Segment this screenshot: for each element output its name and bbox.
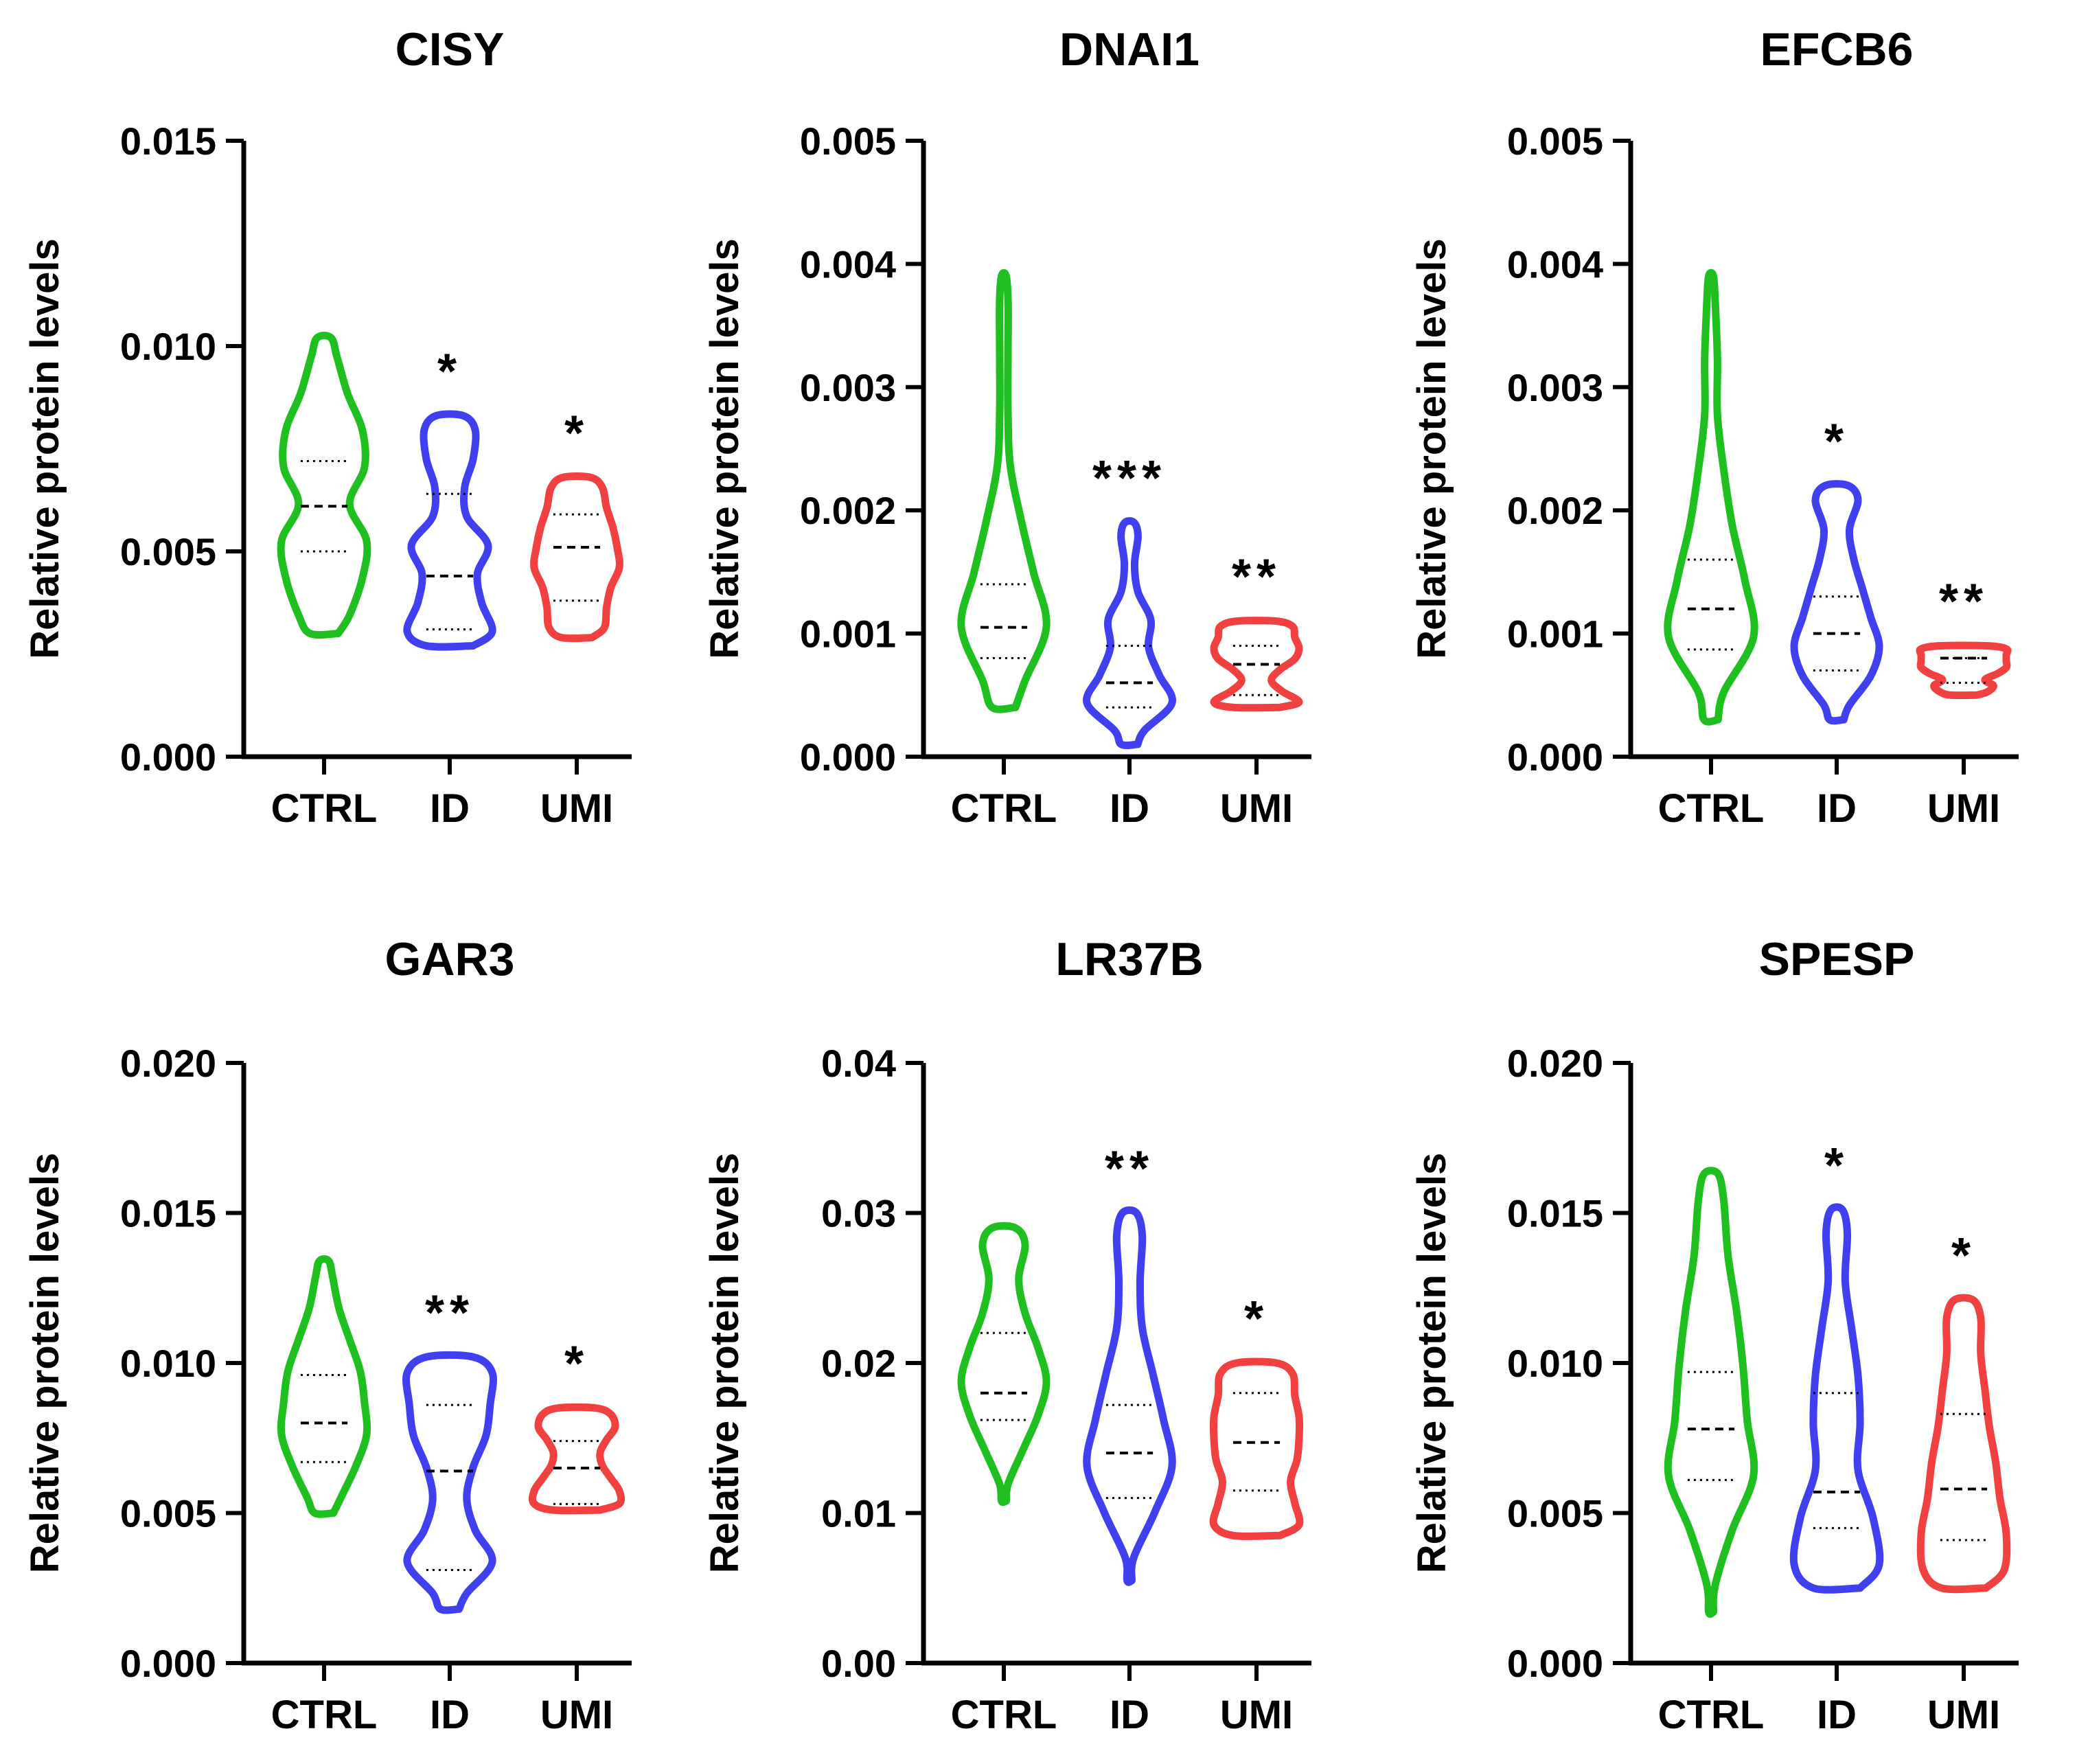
significance-marker: *	[1824, 414, 1849, 469]
y-axis-label: Relative protein levels	[702, 238, 747, 658]
significance-marker: *	[564, 1337, 589, 1392]
y-tick-label: 0.01	[821, 1492, 896, 1535]
panel-gar3: GAR3 Relative protein levels 0.000 0.005 0.0…	[23, 933, 632, 1737]
x-tick-label: CTRL	[951, 1693, 1057, 1737]
y-tick-label: 0.00	[821, 1642, 896, 1685]
y-axis-label: Relative protein levels	[23, 1153, 67, 1573]
y-axis-label: Relative protein levels	[1410, 1153, 1454, 1573]
significance-marker: *	[437, 345, 462, 400]
x-tick-label: CTRL	[1658, 1693, 1765, 1737]
y-tick-label: 0.02	[821, 1342, 896, 1385]
y-tick-label: 0.04	[821, 1042, 896, 1085]
y-tick-label: 0.015	[120, 119, 216, 163]
y-tick-label: 0.000	[120, 735, 216, 779]
violin-umi	[530, 472, 623, 643]
chart-title: CISY	[395, 23, 505, 76]
violin-id	[1083, 517, 1176, 750]
chart-title: GAR3	[385, 933, 515, 985]
violin-umi	[1916, 641, 2012, 700]
y-tick-label: 0.010	[1507, 1342, 1603, 1385]
y-tick-label: 0.003	[1507, 366, 1603, 409]
significance-marker: **	[425, 1285, 474, 1340]
x-tick-label: CTRL	[271, 1693, 378, 1737]
violin-umi	[528, 1403, 626, 1515]
y-tick-label: 0.010	[120, 1342, 216, 1385]
significance-marker: *	[1824, 1138, 1849, 1193]
x-tick-label: ID	[430, 786, 470, 831]
y-tick-label: 0.010	[120, 325, 216, 368]
y-tick-label: 0.002	[800, 489, 896, 532]
y-tick-label: 0.001	[1507, 612, 1603, 656]
significance-marker: *	[564, 406, 589, 461]
x-tick-label: UMI	[1220, 1693, 1293, 1737]
y-axis-label: Relative protein levels	[1410, 238, 1454, 658]
y-tick-label: 0.015	[120, 1192, 216, 1235]
significance-marker: **	[1105, 1142, 1154, 1197]
y-tick-label: 0.004	[1507, 242, 1603, 286]
x-tick-label: ID	[430, 1693, 470, 1737]
x-tick-label: UMI	[540, 1693, 613, 1737]
panel-lr37b: LR37B Relative protein levels 0.00 0.01 0.02…	[702, 933, 1311, 1737]
violin-id	[1789, 1203, 1884, 1594]
x-tick-label: UMI	[1220, 786, 1293, 831]
panel-dnai1: DNAI1 Relative protein levels 0.000 0.001 0.…	[702, 23, 1311, 831]
violin-ctrl	[1664, 1167, 1758, 1618]
violin-umi	[1209, 1358, 1304, 1540]
panel-cisy: CISY Relative protein levels 0.000 0.005 0.0…	[23, 23, 632, 831]
x-tick-label: UMI	[1927, 1693, 2000, 1737]
y-tick-label: 0.002	[1507, 489, 1603, 532]
violin-ctrl	[277, 1255, 371, 1518]
violin-ctrl	[957, 1222, 1051, 1507]
violin-umi	[1916, 1294, 2011, 1594]
y-tick-label: 0.003	[800, 366, 896, 409]
violin-id	[1790, 480, 1883, 725]
y-tick-label: 0.005	[120, 530, 216, 573]
chart-title: SPESP	[1759, 933, 1915, 985]
significance-marker: *	[1244, 1292, 1269, 1347]
x-tick-label: UMI	[1927, 786, 2000, 831]
violin-id	[403, 410, 496, 651]
y-tick-label: 0.000	[800, 735, 896, 779]
chart-title: LR37B	[1055, 933, 1203, 985]
y-tick-label: 0.005	[800, 119, 896, 163]
x-tick-label: ID	[1110, 786, 1149, 831]
violin-ctrl	[1664, 269, 1758, 726]
chart-title: DNAI1	[1059, 23, 1200, 76]
y-tick-label: 0.005	[1507, 119, 1603, 163]
y-tick-label: 0.015	[1507, 1192, 1603, 1235]
y-tick-label: 0.000	[1507, 1642, 1603, 1685]
violin-ctrl	[277, 332, 371, 639]
y-tick-label: 0.000	[120, 1642, 216, 1685]
y-tick-label: 0.03	[821, 1192, 896, 1235]
y-tick-label: 0.004	[800, 242, 896, 286]
y-tick-label: 0.020	[120, 1042, 216, 1085]
violin-id	[1083, 1206, 1176, 1586]
x-tick-label: ID	[1817, 786, 1857, 831]
violin-umi	[1210, 617, 1303, 712]
significance-marker: **	[1232, 550, 1281, 605]
violin-ctrl	[957, 269, 1051, 713]
y-tick-label: 0.005	[120, 1492, 216, 1535]
significance-marker: **	[1939, 575, 1988, 630]
x-tick-label: CTRL	[951, 786, 1057, 831]
significance-marker: *	[1951, 1228, 1976, 1283]
x-tick-label: ID	[1110, 1693, 1149, 1737]
significance-marker: ***	[1092, 451, 1167, 506]
y-tick-label: 0.001	[800, 612, 896, 656]
panel-spesp: SPESP Relative protein levels 0.000 0.005 0.…	[1410, 933, 2019, 1737]
x-tick-label: UMI	[540, 786, 613, 831]
panel-efcb6: EFCB6 Relative protein levels 0.000 0.001 0.…	[1410, 23, 2019, 831]
y-tick-label: 0.005	[1507, 1492, 1603, 1535]
y-tick-label: 0.000	[1507, 735, 1603, 779]
y-axis-label: Relative protein levels	[23, 238, 67, 658]
x-tick-label: ID	[1817, 1693, 1857, 1737]
x-tick-label: CTRL	[1658, 786, 1765, 831]
x-tick-label: CTRL	[271, 786, 378, 831]
chart-title: EFCB6	[1760, 23, 1914, 76]
y-tick-label: 0.020	[1507, 1042, 1603, 1085]
violin-id	[402, 1351, 497, 1614]
y-axis-label: Relative protein levels	[702, 1153, 747, 1573]
